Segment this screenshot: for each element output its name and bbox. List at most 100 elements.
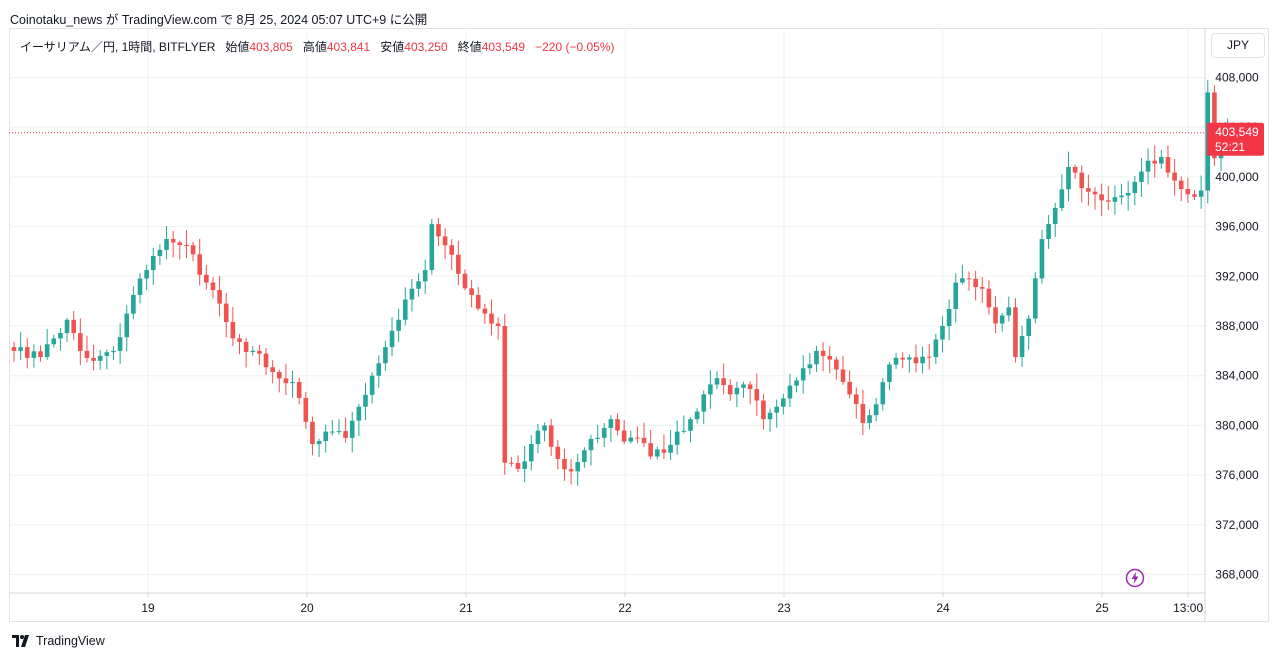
last-price-value: 403,549 (1215, 125, 1259, 139)
candle-body (734, 387, 740, 395)
candle-body (131, 294, 136, 314)
candle-body (920, 356, 925, 364)
candle (356, 403, 362, 437)
candle (661, 434, 667, 459)
candle (290, 370, 295, 399)
flash-icon[interactable] (1125, 568, 1145, 588)
candle (1145, 148, 1151, 185)
x-tick-label: 24 (936, 601, 950, 615)
candle (482, 303, 488, 324)
candle-body (873, 404, 879, 416)
candle-body (1006, 307, 1012, 316)
candle (761, 393, 766, 430)
candle-body (1079, 172, 1085, 189)
candle (933, 333, 939, 364)
high-value: 403,841 (326, 40, 371, 54)
candle (449, 239, 455, 270)
candle (867, 409, 872, 430)
x-tick-label: 23 (777, 601, 791, 615)
candle-body (150, 256, 156, 271)
currency-button[interactable]: JPY (1211, 33, 1265, 58)
candle (157, 244, 163, 265)
low-label: 安値 (380, 40, 405, 54)
candle (283, 363, 289, 396)
chart-frame[interactable] (9, 28, 1269, 622)
candle-body (1105, 200, 1111, 202)
candle-body (111, 350, 116, 353)
candle-body (11, 347, 17, 351)
candle (595, 424, 600, 444)
close-label: 終値 (457, 40, 482, 54)
candle (655, 446, 660, 460)
candle (84, 335, 90, 363)
candle (807, 352, 813, 375)
change-value: −220 (−0.05%) (535, 40, 615, 54)
candle (555, 440, 561, 470)
candle-body (204, 274, 209, 283)
candle (389, 317, 395, 357)
candle-body (973, 278, 978, 288)
candle (376, 355, 382, 388)
y-tick-label: 408,000 (1215, 71, 1259, 85)
candle-body (442, 236, 448, 246)
candle (900, 352, 905, 369)
candle-body (648, 443, 653, 457)
candle-body (601, 427, 607, 438)
candle-body (555, 446, 561, 459)
tradingview-logo-icon[interactable] (12, 635, 32, 647)
candle (1119, 183, 1124, 205)
candle-body (323, 431, 329, 442)
candle-body (389, 330, 395, 348)
candle-body (1086, 188, 1091, 192)
candle-body (986, 288, 992, 308)
candle-body (164, 239, 169, 250)
candle-body (396, 319, 401, 331)
candle (582, 447, 587, 468)
candle-body (1059, 189, 1065, 208)
candle-body (568, 469, 574, 472)
candle (31, 344, 37, 368)
candle-body (515, 462, 521, 469)
candle (1132, 175, 1138, 206)
candle-body (469, 288, 474, 295)
candle (111, 346, 116, 361)
candle-body (966, 278, 972, 280)
candle-body (383, 347, 388, 364)
candle-body (694, 411, 700, 420)
candle-body (250, 350, 256, 353)
candle (237, 334, 242, 355)
candle (462, 269, 468, 291)
y-tick-label: 400,000 (1215, 170, 1259, 184)
candle-body (608, 419, 614, 428)
candle (880, 378, 886, 411)
candle-body (588, 438, 594, 451)
y-tick-label: 368,000 (1215, 568, 1259, 582)
candle (1112, 185, 1118, 215)
candle (887, 362, 892, 391)
x-tick-label: 20 (300, 601, 314, 615)
close-value: 403,549 (481, 40, 526, 54)
candle (621, 420, 627, 445)
candle-body (913, 357, 919, 364)
candle (104, 349, 110, 370)
last-price-tag: 403,549 52:21 (1207, 122, 1264, 156)
candle-body (582, 450, 587, 462)
candle-body (1185, 189, 1191, 195)
candle-body (628, 437, 634, 442)
candle-body (688, 419, 693, 431)
candle (1178, 176, 1184, 202)
footer-brand[interactable]: TradingView (36, 634, 105, 648)
candle (1152, 145, 1158, 178)
candle (847, 370, 852, 399)
candles (11, 79, 1237, 487)
candle (509, 457, 514, 467)
candle (575, 453, 581, 487)
candle-body (853, 394, 859, 405)
candle (250, 345, 256, 356)
candle-body (1039, 239, 1045, 279)
symbol-info[interactable]: イーサリアム／円, 1時間, BITFLYER (20, 40, 216, 54)
candle (396, 308, 401, 342)
candle (694, 408, 700, 424)
x-tick-label: 13:00 (1173, 601, 1203, 615)
